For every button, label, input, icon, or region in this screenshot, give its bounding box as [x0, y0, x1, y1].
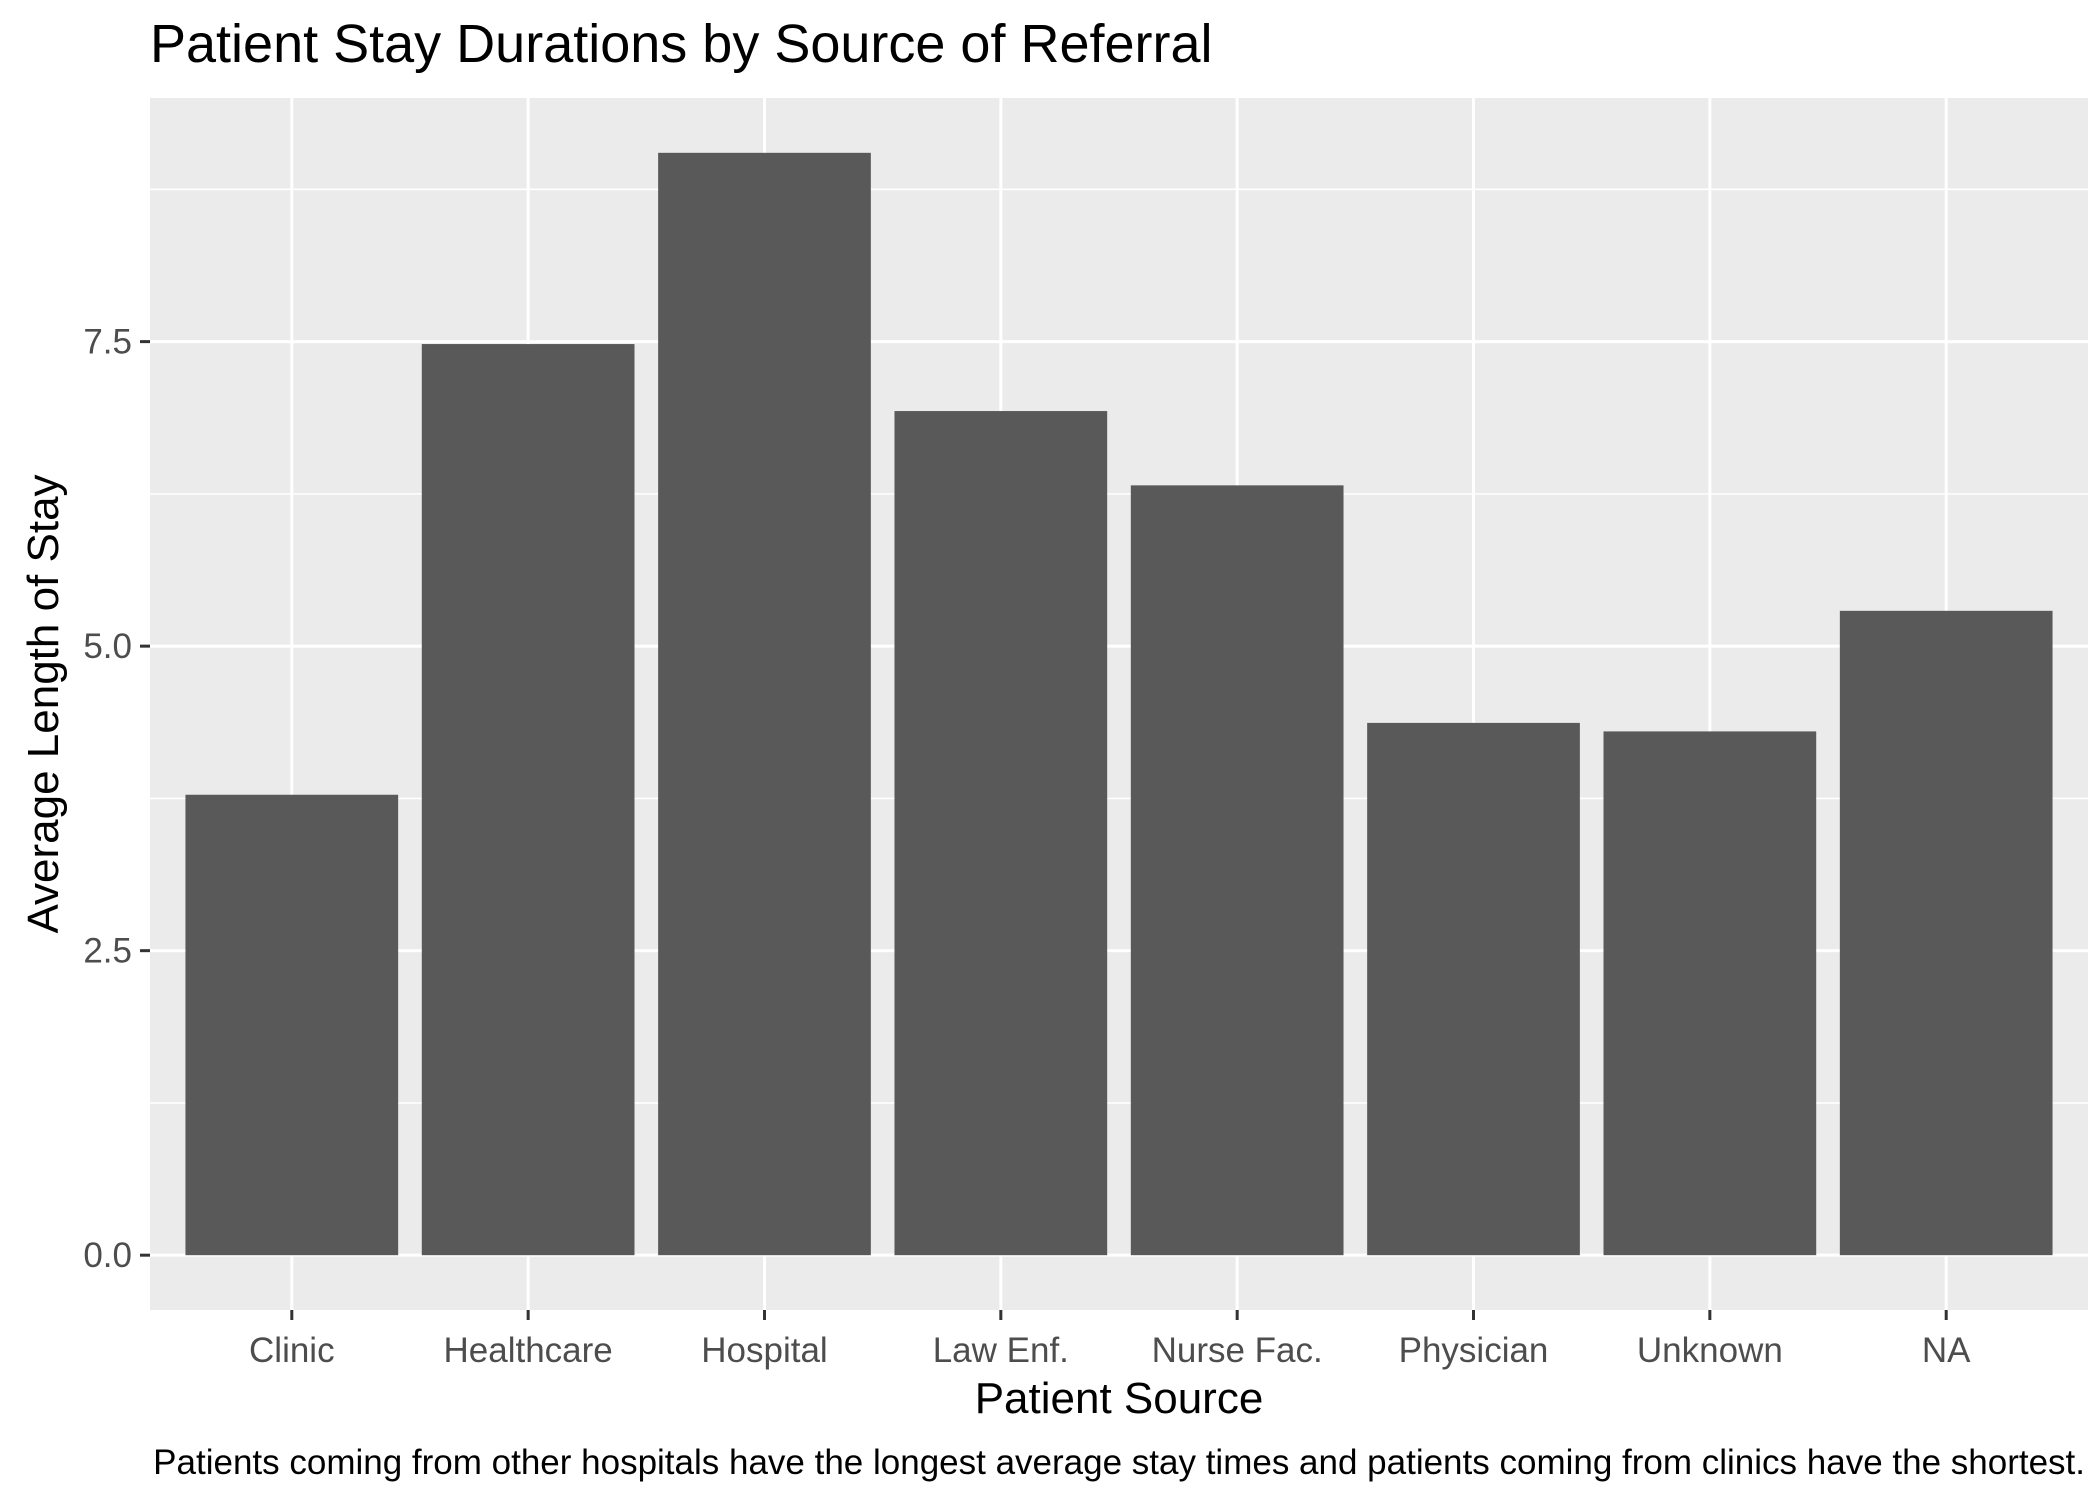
- chart-title: Patient Stay Durations by Source of Refe…: [150, 14, 1213, 74]
- x-tick-label: Law Enf.: [933, 1331, 1069, 1370]
- x-axis-title: Patient Source: [975, 1374, 1264, 1423]
- bar-hospital: [658, 152, 871, 1256]
- x-tick-label: NA: [1922, 1331, 1971, 1370]
- bar-physician: [1367, 722, 1580, 1256]
- x-tick-label: Unknown: [1637, 1331, 1783, 1370]
- x-axis-ticks: Clinic Healthcare Hospital Law Enf. Nurse Fa…: [249, 1310, 1971, 1370]
- x-tick-label: Physician: [1399, 1331, 1549, 1370]
- y-axis-ticks: 0.0 2.5 5.0 7.5: [83, 323, 150, 1275]
- bars: [185, 152, 2053, 1256]
- bar-healthcare: [421, 344, 635, 1256]
- bar-law-enf: [894, 411, 1108, 1256]
- bar-clinic: [185, 794, 399, 1256]
- x-tick-label: Nurse Fac.: [1152, 1331, 1323, 1370]
- bar-unknown: [1603, 731, 1817, 1256]
- x-tick-label: Hospital: [701, 1331, 827, 1370]
- bar-nurse-fac: [1130, 485, 1344, 1256]
- x-tick-label: Healthcare: [444, 1331, 613, 1370]
- y-tick-label: 7.5: [83, 323, 132, 362]
- chart-caption: Patients coming from other hospitals hav…: [153, 1443, 2085, 1482]
- bar-na: [1839, 610, 2053, 1256]
- y-tick-label: 0.0: [83, 1236, 132, 1275]
- y-axis-title: Average Length of Stay: [19, 474, 68, 933]
- y-tick-label: 5.0: [83, 627, 132, 666]
- y-tick-label: 2.5: [83, 932, 132, 971]
- x-tick-label: Clinic: [249, 1331, 335, 1370]
